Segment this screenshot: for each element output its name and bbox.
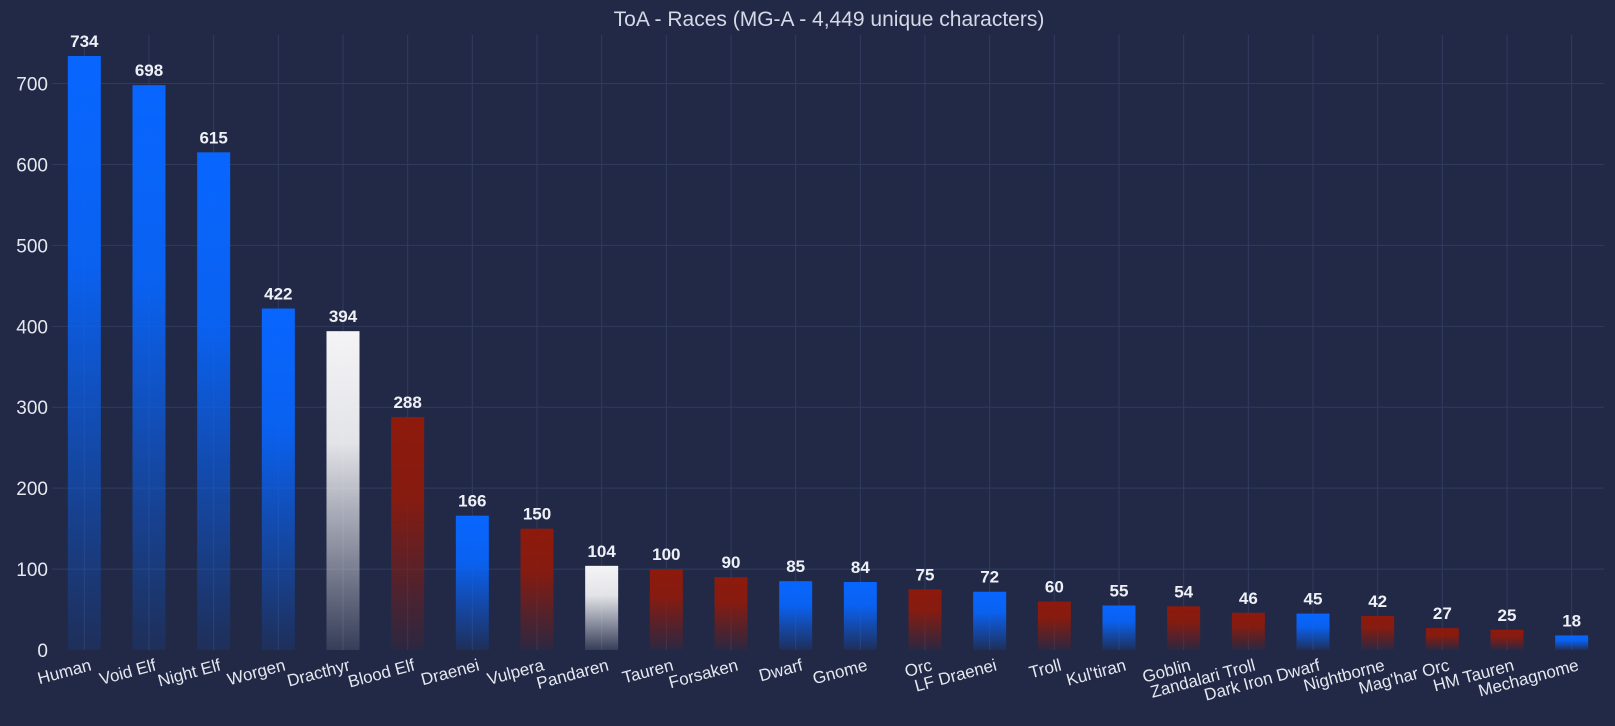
bar-night-elf [197,152,231,651]
x-tick-label: Kul'tiran [1064,656,1128,690]
bar-draenei [455,515,489,650]
value-label: 46 [1239,589,1258,608]
y-tick-label: 0 [37,641,48,662]
bar-human [67,56,101,650]
value-label: 27 [1433,604,1452,623]
value-label: 75 [916,565,935,584]
y-tick-label: 100 [16,560,48,581]
value-label: 55 [1110,581,1129,600]
bar-troll [1037,601,1071,650]
bar-worgen [261,308,295,650]
y-axis-ticks: 0 100 200 300 400 500 600 700 [16,75,48,662]
x-tick-label: Troll [1027,656,1063,683]
value-label: 422 [264,285,292,304]
value-label: 54 [1174,582,1193,601]
bar-blood-elf [391,416,425,650]
y-tick-label: 600 [16,155,48,176]
bar-dark-iron-dwarf [1296,613,1330,650]
bars [67,56,1589,651]
value-label: 42 [1368,592,1387,611]
x-tick-label: Tauren [620,656,675,688]
y-tick-label: 400 [16,317,48,338]
x-tick-label: Blood Elf [346,655,417,691]
x-tick-label: Void Elf [97,655,158,688]
value-label: 25 [1498,606,1517,625]
value-label: 104 [587,542,616,561]
value-label: 288 [393,393,421,412]
value-labels: 734 698 615 422 394 288 166 150 104 100 90 85 84 75 72… [70,32,1581,630]
x-tick-label: Dwarf [757,655,805,685]
value-label: 18 [1562,611,1581,630]
value-label: 85 [786,557,805,576]
bar-orc [908,589,942,650]
bar-forsaken [714,577,748,650]
x-tick-label: Gnome [811,656,870,689]
x-tick-label: Worgen [225,656,287,690]
x-tick-label: Night Elf [156,655,223,690]
bar-hm-tauren [1490,629,1524,650]
bar-gnome [843,582,877,650]
bar-void-elf [132,85,166,651]
value-label: 615 [199,128,227,147]
value-label: 100 [652,545,680,564]
value-label: 166 [458,492,486,511]
x-tick-label: Forsaken [667,656,740,693]
bar-lf-draenei [973,591,1007,650]
bar-vulpera [520,528,554,650]
y-tick-label: 300 [16,398,48,419]
value-label: 90 [722,553,741,572]
value-label: 734 [70,32,99,51]
chart-title: ToA - Races (MG-A - 4,449 unique charact… [614,8,1045,31]
bar-zandalari-troll [1231,612,1265,650]
y-tick-label: 200 [16,479,48,500]
bar-goblin [1167,606,1201,650]
x-tick-label: Dracthyr [285,655,352,690]
value-label: 394 [329,307,358,326]
bar-mechagnome [1555,635,1589,650]
x-tick-label: Pandaren [535,656,611,693]
x-tick-label: Draenei [419,656,481,690]
value-label: 45 [1304,590,1323,609]
y-tick-label: 700 [16,75,48,96]
bar-tauren [649,569,683,650]
value-label: 698 [135,61,163,80]
bar-nightborne [1361,616,1395,650]
y-tick-label: 500 [16,236,48,257]
value-label: 84 [851,558,870,577]
bar-kul-tiran [1102,605,1136,650]
value-label: 150 [523,505,551,524]
value-label: 72 [980,568,999,587]
bar-pandaren [585,565,619,650]
bar-dracthyr [326,331,360,650]
value-label: 60 [1045,577,1064,596]
bar-dwarf [779,581,813,650]
bar-mag-har-orc [1425,628,1459,650]
